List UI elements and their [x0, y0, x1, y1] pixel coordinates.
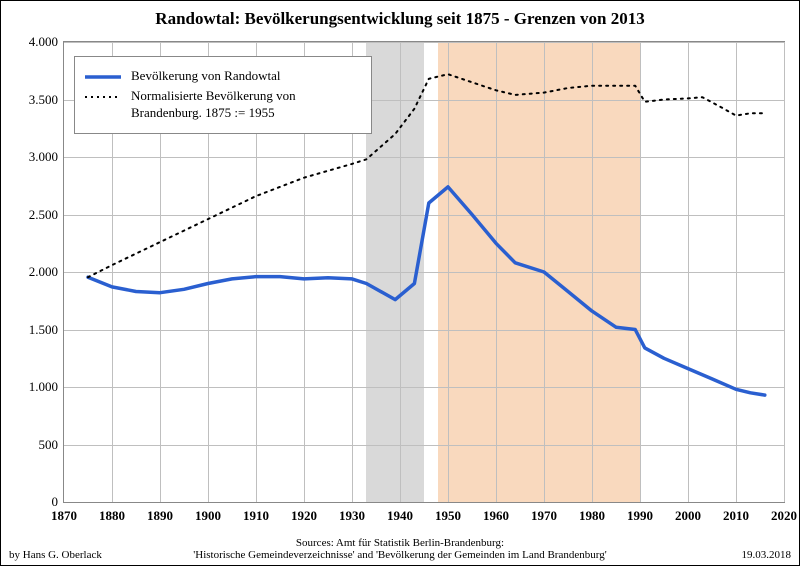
y-tick-label: 4.000 [29, 34, 58, 50]
x-tick-label: 1980 [579, 508, 605, 524]
legend-swatch [85, 75, 121, 79]
x-tick-label: 1880 [99, 508, 125, 524]
legend-label: Normalisierte Bevölkerung von Brandenbur… [131, 88, 361, 122]
gridline [784, 42, 785, 502]
chart-frame: Randowtal: Bevölkerungsentwicklung seit … [0, 0, 800, 566]
source-line2: 'Historische Gemeindeverzeichnisse' and … [193, 549, 606, 561]
x-tick-label: 2020 [771, 508, 797, 524]
x-tick-label: 1960 [483, 508, 509, 524]
x-tick-label: 2010 [723, 508, 749, 524]
x-tick-label: 1950 [435, 508, 461, 524]
source-line1: Sources: Amt für Statistik Berlin-Brande… [296, 537, 504, 549]
y-tick-label: 1.000 [29, 379, 58, 395]
y-tick-label: 2.000 [29, 264, 58, 280]
y-tick-label: 3.000 [29, 149, 58, 165]
x-tick-label: 1940 [387, 508, 413, 524]
source-text: Sources: Amt für Statistik Berlin-Brande… [1, 537, 799, 561]
legend-swatch [85, 95, 121, 99]
x-tick-label: 1890 [147, 508, 173, 524]
legend-label: Bevölkerung von Randowtal [131, 68, 280, 85]
legend-item: Bevölkerung von Randowtal [85, 68, 361, 85]
x-tick-label: 1930 [339, 508, 365, 524]
x-tick-label: 1920 [291, 508, 317, 524]
plot-area: Bevölkerung von Randowtal Normalisierte B… [63, 41, 785, 503]
y-tick-label: 2.500 [29, 207, 58, 223]
y-tick-label: 3.500 [29, 92, 58, 108]
x-tick-label: 1990 [627, 508, 653, 524]
x-tick-label: 1900 [195, 508, 221, 524]
y-tick-label: 500 [39, 437, 59, 453]
x-tick-label: 1970 [531, 508, 557, 524]
legend: Bevölkerung von Randowtal Normalisierte B… [74, 56, 372, 134]
date-text: 19.03.2018 [742, 549, 792, 561]
chart-title: Randowtal: Bevölkerungsentwicklung seit … [1, 9, 799, 29]
legend-item: Normalisierte Bevölkerung von Brandenbur… [85, 88, 361, 122]
y-tick-label: 1.500 [29, 322, 58, 338]
x-tick-label: 2000 [675, 508, 701, 524]
x-tick-label: 1910 [243, 508, 269, 524]
x-tick-label: 1870 [51, 508, 77, 524]
series-line [88, 187, 765, 395]
